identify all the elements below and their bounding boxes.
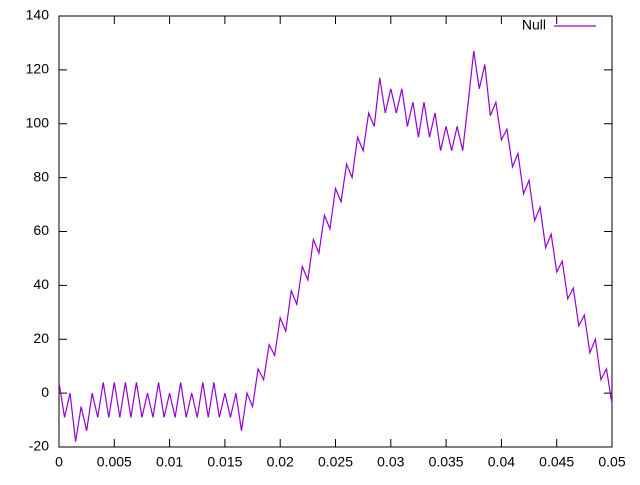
plot-border [58, 15, 613, 448]
x-tick-label: 0.01 [156, 454, 183, 470]
y-tick-label: 140 [26, 7, 50, 23]
y-tick-label: 80 [33, 168, 49, 184]
y-tick-label: -20 [29, 438, 49, 454]
data-line [58, 50, 613, 442]
y-tick-label: 40 [33, 276, 49, 292]
x-tick-label: 0.05 [598, 454, 625, 470]
x-tick-label: 0.03 [377, 454, 404, 470]
y-tick-label: 20 [33, 330, 49, 346]
x-tick-label: 0.005 [97, 454, 132, 470]
x-tick-label: 0.035 [429, 454, 464, 470]
x-tick-label: 0.02 [267, 454, 294, 470]
legend-label: Null [522, 17, 546, 33]
x-tick-label: 0.025 [318, 454, 353, 470]
y-tick-label: 0 [41, 384, 49, 400]
x-tick-label: 0 [55, 454, 63, 470]
y-tick-label: 120 [26, 61, 50, 77]
y-tick-label: 100 [26, 114, 50, 130]
x-tick-label: 0.015 [207, 454, 242, 470]
x-tick-label: 0.04 [488, 454, 515, 470]
y-tick-label: 60 [33, 222, 49, 238]
x-tick-label: 0.045 [539, 454, 574, 470]
